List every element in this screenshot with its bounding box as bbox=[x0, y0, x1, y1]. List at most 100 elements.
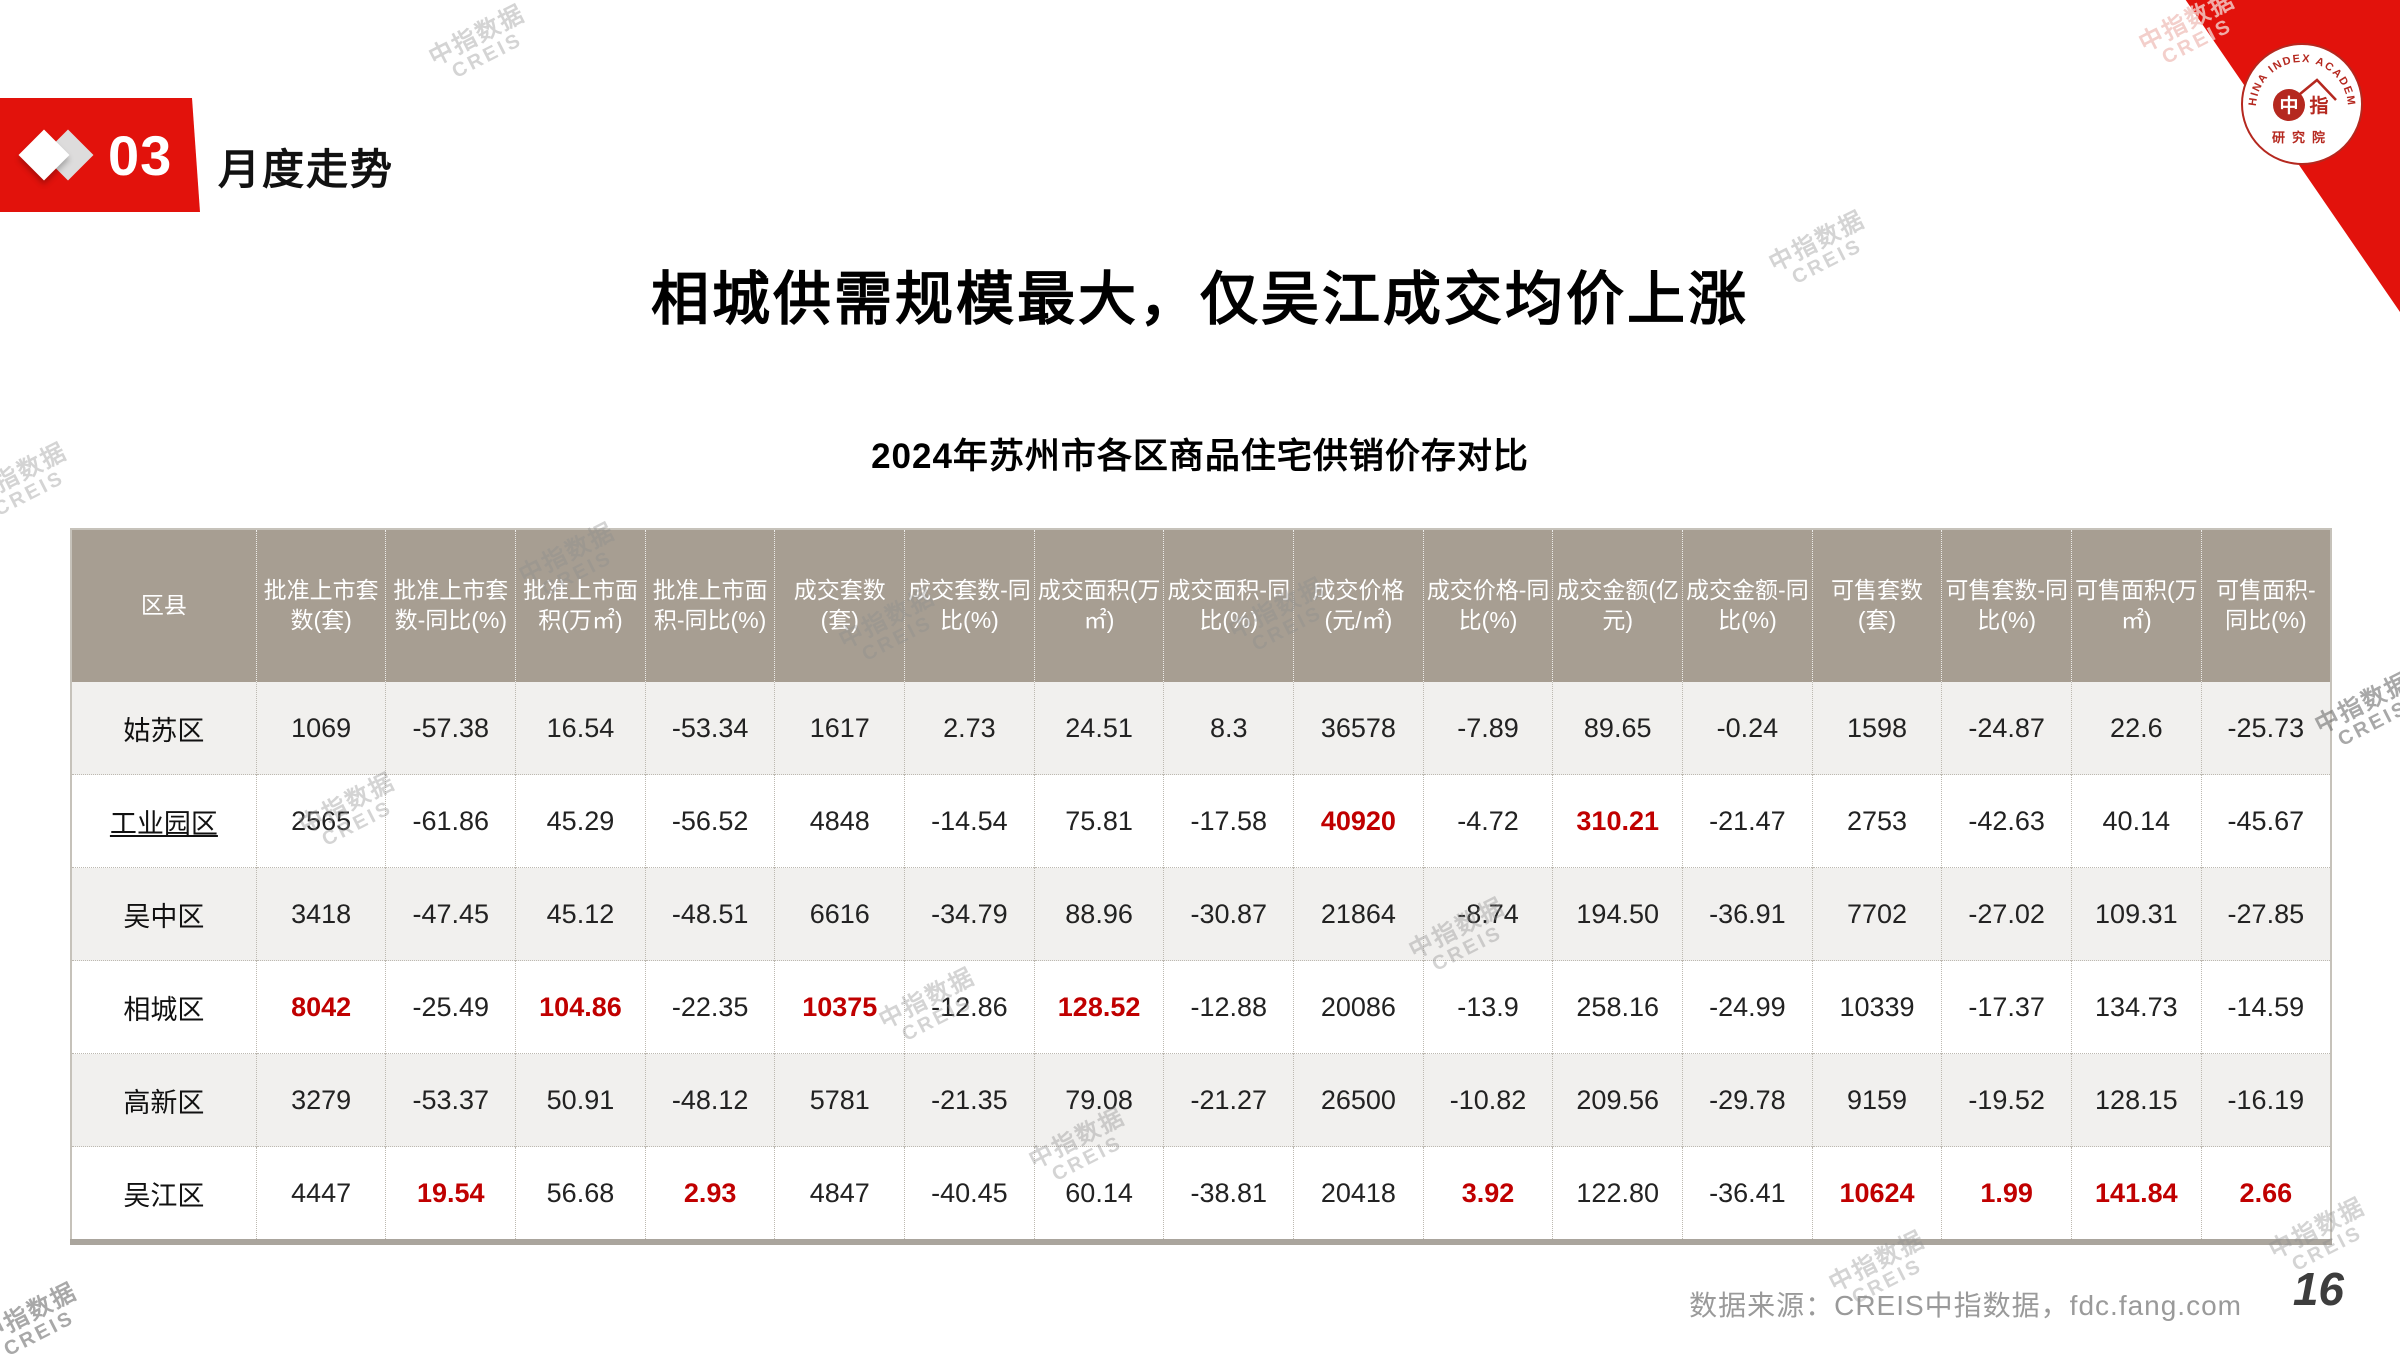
value-cell: 209.56 bbox=[1552, 1053, 1683, 1147]
value-cell: -36.41 bbox=[1682, 1146, 1813, 1242]
value-cell: -24.87 bbox=[1941, 682, 2072, 775]
creis-watermark: 中指数据 CREIS bbox=[424, 0, 530, 83]
value-cell: -45.67 bbox=[2200, 774, 2331, 868]
logo-char2: 指 bbox=[2309, 95, 2328, 117]
table-body: 姑苏区 1069 -57.38 16.54 -53.34 1617 2.73 24.51 8.3… bbox=[71, 682, 2331, 1242]
value-cell: -53.37 bbox=[385, 1053, 516, 1147]
value-cell: 40.14 bbox=[2071, 774, 2202, 868]
value-cell: -40.45 bbox=[904, 1146, 1035, 1242]
academy-logo: CHINA INDEX ACADEMY 中 指 研究院 bbox=[2240, 42, 2363, 165]
col-header: 成交金额-同比(%) bbox=[1682, 529, 1813, 682]
col-header: 成交套数(套) bbox=[774, 529, 905, 682]
value-cell: -48.12 bbox=[644, 1053, 775, 1147]
value-cell: -25.49 bbox=[385, 960, 516, 1054]
value-cell: 4447 bbox=[255, 1146, 386, 1242]
value-cell: 10339 bbox=[1811, 960, 1942, 1054]
value-cell: -21.27 bbox=[1163, 1053, 1294, 1147]
value-cell: 6616 bbox=[774, 867, 905, 961]
section-number: 03 bbox=[108, 123, 173, 187]
value-cell: -19.52 bbox=[1941, 1053, 2072, 1147]
value-cell: 24.51 bbox=[1033, 682, 1164, 775]
value-cell: 4848 bbox=[774, 774, 905, 868]
data-source-note: 数据来源：CREIS中指数据，fdc.fang.com bbox=[1689, 1290, 2242, 1321]
value-cell: -12.88 bbox=[1163, 960, 1294, 1054]
value-cell: -30.87 bbox=[1163, 867, 1294, 961]
value-cell: 258.16 bbox=[1552, 960, 1683, 1054]
col-header: 成交面积-同比(%) bbox=[1163, 529, 1294, 682]
value-cell: 26500 bbox=[1293, 1053, 1424, 1147]
value-cell: 122.80 bbox=[1552, 1146, 1683, 1242]
value-cell: -47.45 bbox=[385, 867, 516, 961]
district-cell: 吴江区 bbox=[71, 1146, 257, 1242]
col-header: 可售套数-同比(%) bbox=[1941, 529, 2072, 682]
value-cell: -53.34 bbox=[644, 682, 775, 775]
value-cell: 104.86 bbox=[515, 960, 646, 1054]
value-cell: 5781 bbox=[774, 1053, 905, 1147]
value-cell: 1.99 bbox=[1941, 1146, 2072, 1242]
value-cell: -4.72 bbox=[1422, 774, 1553, 868]
value-cell: 20418 bbox=[1293, 1146, 1424, 1242]
value-cell: -61.86 bbox=[385, 774, 516, 868]
value-cell: 2565 bbox=[255, 774, 386, 868]
value-cell: 20086 bbox=[1293, 960, 1424, 1054]
value-cell: 2.73 bbox=[904, 682, 1035, 775]
value-cell: -14.54 bbox=[904, 774, 1035, 868]
logo-char1: 中 bbox=[2279, 94, 2298, 117]
value-cell: 36578 bbox=[1293, 682, 1424, 775]
table-title: 2024年苏州市各区商品住宅供销价存对比 bbox=[871, 437, 1529, 476]
value-cell: -57.38 bbox=[385, 682, 516, 775]
value-cell: 16.54 bbox=[515, 682, 646, 775]
value-cell: 50.91 bbox=[515, 1053, 646, 1147]
col-header: 批准上市面积-同比(%) bbox=[644, 529, 775, 682]
diamond-icon bbox=[18, 125, 94, 185]
table-row: 姑苏区 1069 -57.38 16.54 -53.34 1617 2.73 24.51 8.3… bbox=[71, 682, 2331, 775]
value-cell: -24.99 bbox=[1682, 960, 1813, 1054]
col-header: 成交面积(万㎡) bbox=[1033, 529, 1164, 682]
page-number: 16 bbox=[2292, 1263, 2344, 1315]
value-cell: -22.35 bbox=[644, 960, 775, 1054]
col-header: 成交套数-同比(%) bbox=[904, 529, 1035, 682]
value-cell: 2.93 bbox=[644, 1146, 775, 1242]
table-row: 高新区 3279 -53.37 50.91 -48.12 5781 -21.35 79.08-… bbox=[71, 1053, 2331, 1147]
value-cell: 89.65 bbox=[1552, 682, 1683, 775]
value-cell: 1598 bbox=[1811, 682, 1942, 775]
table-row: 工业园区 2565 -61.86 45.29 -56.52 4848 -14.54 75.81… bbox=[71, 774, 2331, 868]
value-cell: 79.08 bbox=[1033, 1053, 1164, 1147]
table-row: 吴中区 3418 -47.45 45.12 -48.51 6616 -34.79 88.96-… bbox=[71, 867, 2331, 961]
value-cell: 60.14 bbox=[1033, 1146, 1164, 1242]
value-cell: 40920 bbox=[1293, 774, 1424, 868]
col-header-district: 区县 bbox=[71, 529, 257, 682]
value-cell: 194.50 bbox=[1552, 867, 1683, 961]
value-cell: -12.86 bbox=[904, 960, 1035, 1054]
value-cell: 75.81 bbox=[1033, 774, 1164, 868]
value-cell: 45.29 bbox=[515, 774, 646, 868]
value-cell: 10624 bbox=[1811, 1146, 1942, 1242]
logo-bottom-text: 研究院 bbox=[2272, 130, 2332, 145]
value-cell: 3279 bbox=[255, 1053, 386, 1147]
col-header: 批准上市套数-同比(%) bbox=[385, 529, 516, 682]
value-cell: 21864 bbox=[1293, 867, 1424, 961]
value-cell: 128.52 bbox=[1033, 960, 1164, 1054]
value-cell: -27.02 bbox=[1941, 867, 2072, 961]
value-cell: -17.37 bbox=[1941, 960, 2072, 1054]
district-cell: 工业园区 bbox=[71, 774, 257, 868]
creis-watermark: 中指数据 CREIS bbox=[0, 1278, 82, 1361]
data-table: 区县 批准上市套数(套) 批准上市套数-同比(%) 批准上市面积(万㎡) 批准上市面积-… bbox=[70, 528, 2332, 1245]
value-cell: 1617 bbox=[774, 682, 905, 775]
value-cell: 109.31 bbox=[2071, 867, 2202, 961]
value-cell: -10.82 bbox=[1422, 1053, 1553, 1147]
col-header: 可售面积-同比(%) bbox=[2200, 529, 2331, 682]
value-cell: 56.68 bbox=[515, 1146, 646, 1242]
value-cell: -14.59 bbox=[2200, 960, 2331, 1054]
district-cell: 吴中区 bbox=[71, 867, 257, 961]
value-cell: 10375 bbox=[774, 960, 905, 1054]
col-header: 可售面积(万㎡) bbox=[2071, 529, 2202, 682]
table-header-row: 区县 批准上市套数(套) 批准上市套数-同比(%) 批准上市面积(万㎡) 批准上市面积-… bbox=[71, 529, 2331, 682]
col-header: 成交价格-同比(%) bbox=[1422, 529, 1553, 682]
col-header: 批准上市面积(万㎡) bbox=[515, 529, 646, 682]
value-cell: -21.35 bbox=[904, 1053, 1035, 1147]
value-cell: -0.24 bbox=[1682, 682, 1813, 775]
value-cell: -34.79 bbox=[904, 867, 1035, 961]
col-header: 成交金额(亿元) bbox=[1552, 529, 1683, 682]
